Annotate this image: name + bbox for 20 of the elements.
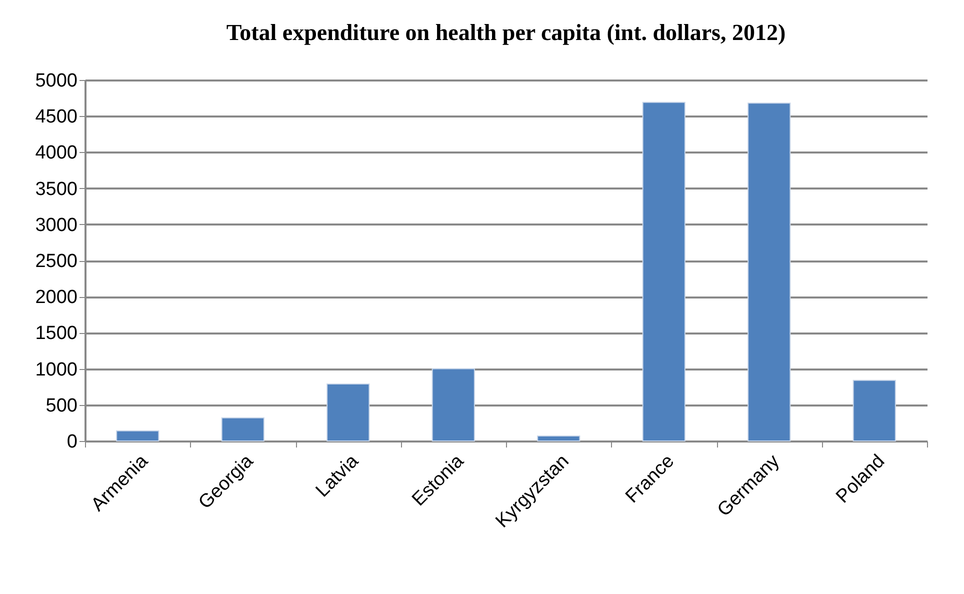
- chart-title: Total expenditure on health per capita (int. dollars, 2012): [226, 20, 786, 45]
- bar: [852, 380, 896, 442]
- y-tick-label: 500: [46, 395, 78, 416]
- y-tick-label: 3000: [35, 214, 78, 236]
- bar: [116, 430, 160, 442]
- y-tick-label: 2500: [35, 251, 78, 272]
- bar: [221, 417, 264, 442]
- y-tick-label: 2000: [35, 287, 78, 308]
- y-tick-label: 0: [66, 432, 78, 452]
- bar: [326, 383, 370, 442]
- y-tick-label: 1500: [35, 323, 78, 344]
- bar: [642, 102, 686, 442]
- y-tick-label: 5000: [35, 70, 78, 92]
- bar: [748, 102, 791, 442]
- y-tick-label: 3500: [35, 178, 78, 200]
- y-tick-label: 4000: [35, 142, 78, 164]
- bar: [432, 368, 475, 442]
- bar: [537, 435, 580, 442]
- y-tick-label: 1000: [35, 359, 78, 380]
- y-tick-label: 4500: [35, 106, 78, 128]
